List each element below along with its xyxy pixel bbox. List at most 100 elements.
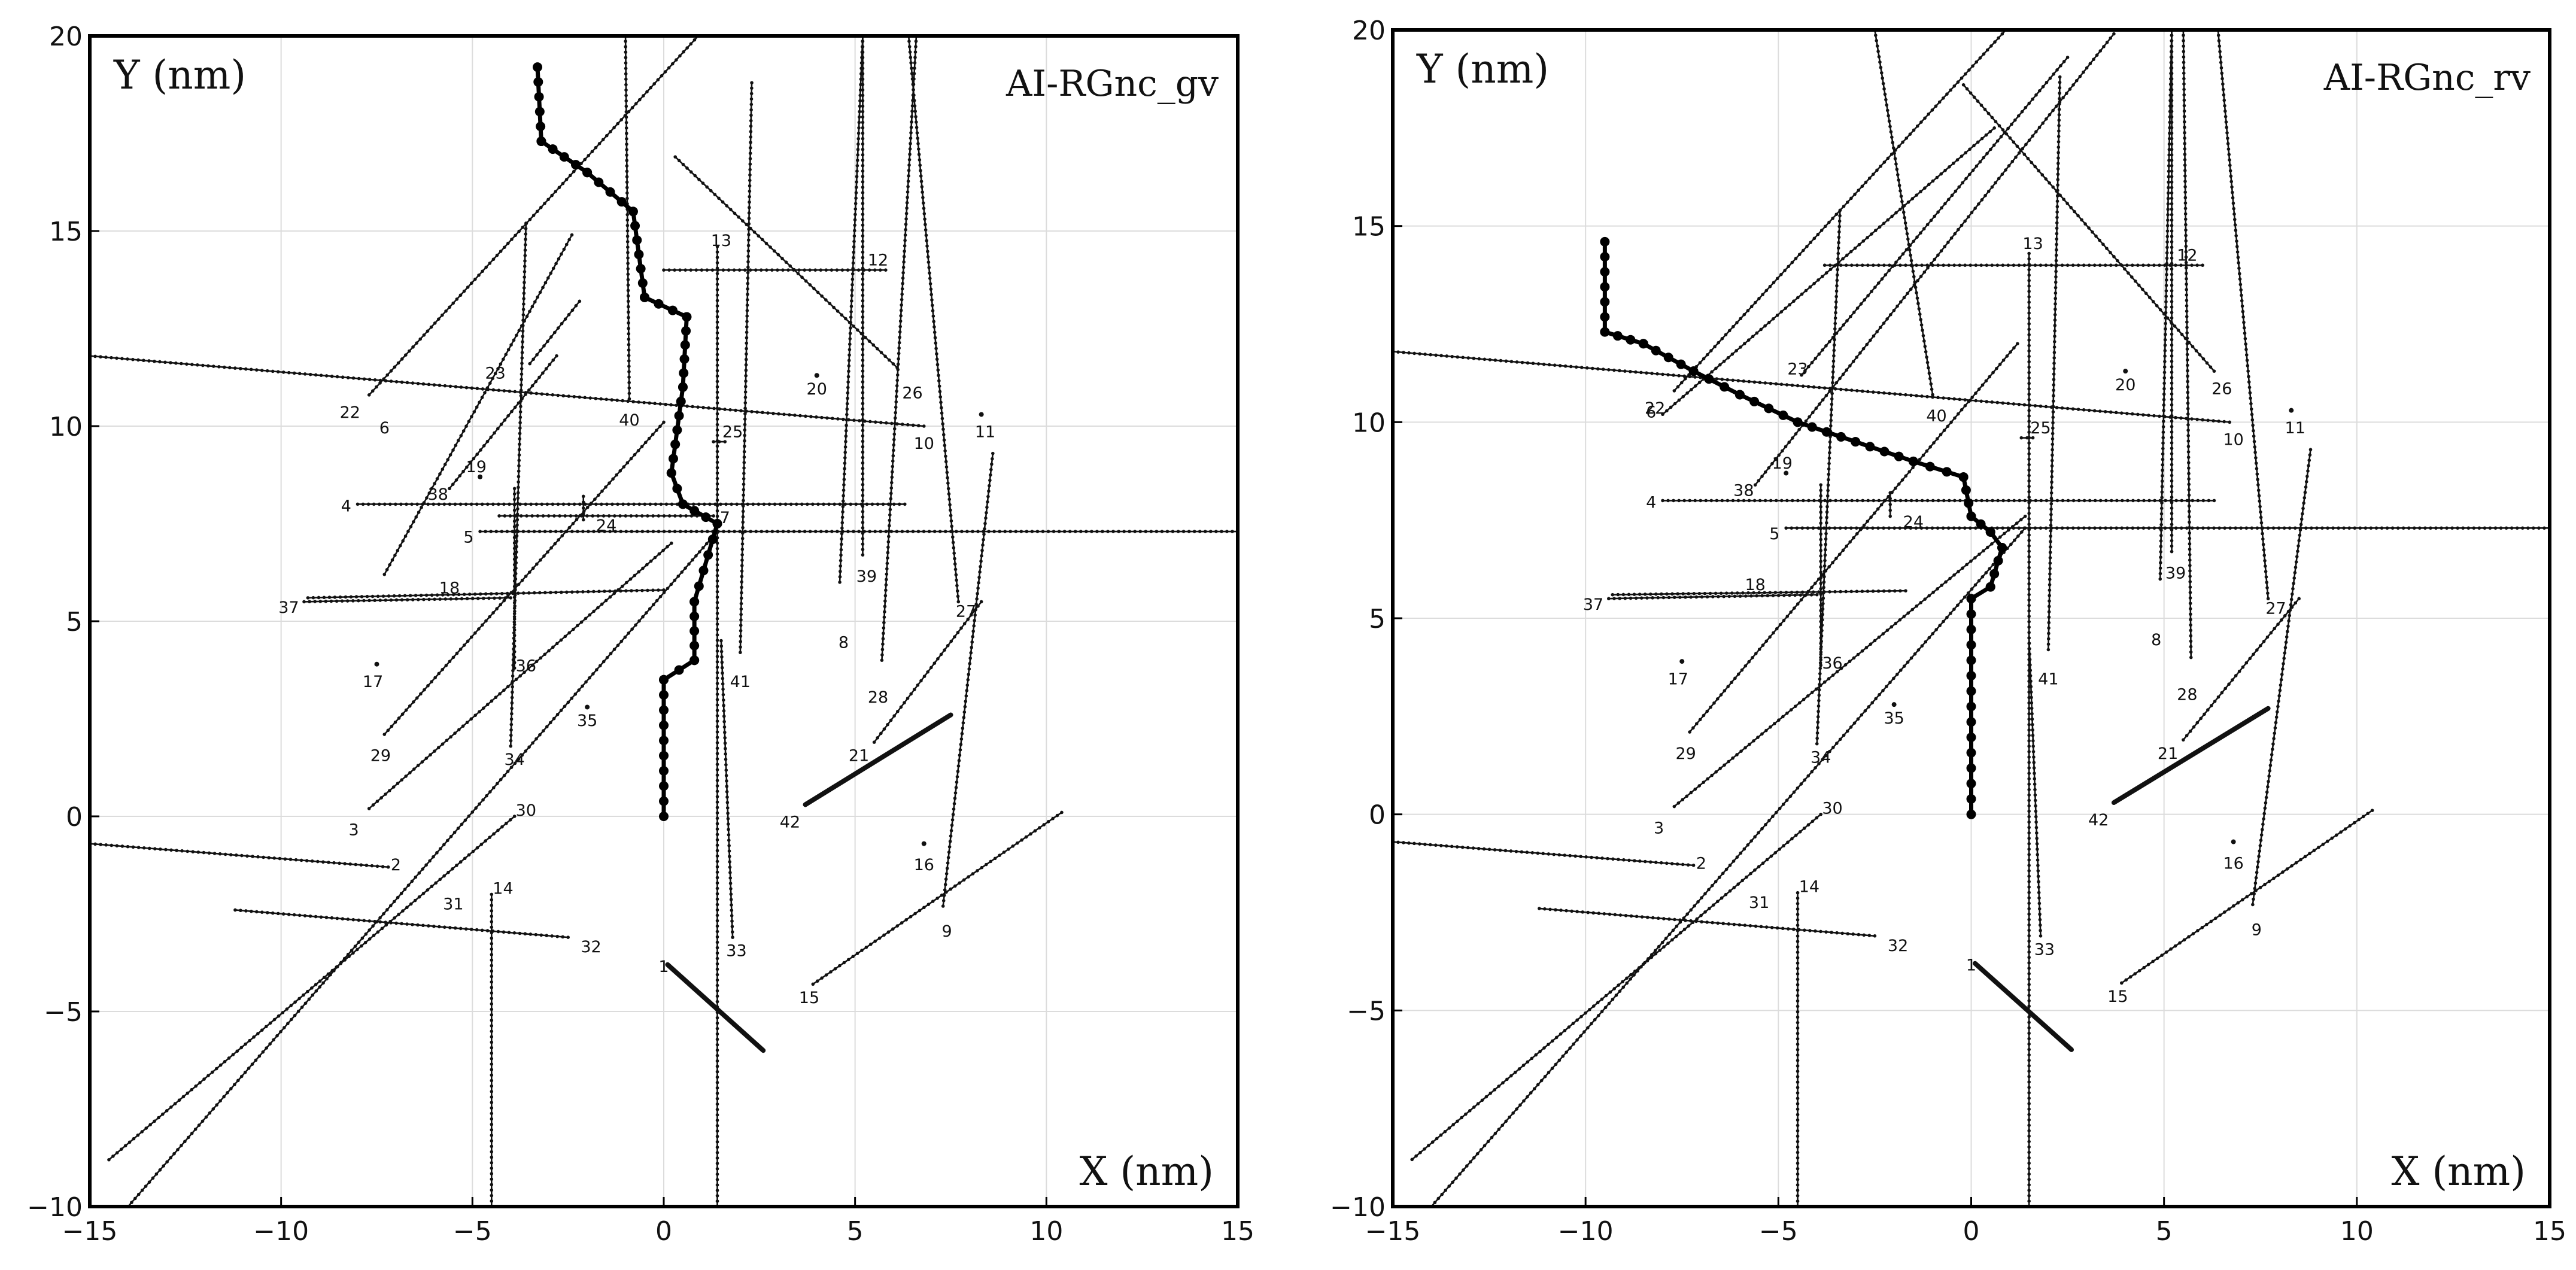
filament-38 (448, 354, 558, 491)
filament-23 (528, 299, 582, 366)
panel-gv: 1234567891011121314151617181920212223242… (27, 22, 1254, 1247)
filament-line (1972, 961, 2074, 1052)
filament-4 (356, 502, 907, 506)
filament-5 (478, 530, 1238, 533)
filament-14 (1796, 891, 1800, 1207)
trajectory-bead (681, 326, 691, 336)
filament-dots (2019, 436, 2035, 440)
y-tick-label: 20 (49, 22, 83, 52)
filament-dots (107, 815, 517, 1162)
filament-label: 42 (780, 813, 800, 832)
trajectory-bead (636, 264, 646, 274)
filament-point (979, 412, 984, 417)
filament-19 (478, 474, 483, 479)
filament-label: 17 (363, 673, 383, 691)
filament-dots (497, 514, 715, 518)
filament-label: 24 (1903, 513, 1924, 531)
trajectory-bead (637, 278, 648, 288)
trajectory-bead (634, 250, 644, 260)
trajectory-bead (1961, 485, 1971, 495)
trajectory-bead (659, 705, 669, 715)
filament-dots (2046, 75, 2062, 652)
trajectory-bead (1720, 382, 1730, 392)
filament-41 (739, 81, 754, 654)
y-tick-label: −10 (1330, 1192, 1386, 1223)
filament-label: 3 (1654, 819, 1664, 837)
filament-label: 30 (516, 801, 536, 820)
filament-label: 16 (914, 856, 934, 874)
filament-label: 24 (596, 516, 616, 535)
filament-dots (1815, 208, 1842, 746)
trajectory-bead (674, 411, 684, 421)
y-tick-label: 15 (1352, 212, 1386, 242)
trajectory-bead (628, 206, 638, 217)
filament-dots (367, 541, 673, 810)
filament-dots (448, 354, 558, 491)
trajectory-bead (1976, 519, 1986, 529)
filament-dots (624, 36, 631, 401)
filament-25 (2019, 436, 2035, 440)
trajectory-bead (1704, 374, 1714, 384)
trajectory-bead (582, 168, 593, 178)
trajectory-bead (1942, 467, 1952, 477)
filament-15 (811, 810, 1064, 986)
filament-label: 32 (1888, 937, 1908, 955)
y-tick-label: 20 (1352, 16, 1386, 46)
filament-dots (2182, 597, 2301, 742)
filament-8 (838, 36, 865, 584)
trajectory-bead (1966, 624, 1976, 634)
trajectory-bead (1612, 331, 1623, 341)
filament-label: 18 (439, 579, 460, 597)
filament-dots (382, 420, 666, 736)
x-tick-label: 5 (847, 1216, 864, 1247)
filament-label: 37 (278, 598, 299, 617)
y-tick-label: 0 (1369, 800, 1386, 831)
filament-label: 20 (2115, 376, 2135, 394)
filament-label: 38 (428, 485, 448, 504)
filament-20 (2123, 369, 2128, 374)
filament-line (1661, 127, 1995, 415)
filament-label: 1 (1966, 956, 1976, 975)
filament-6 (382, 233, 574, 576)
filament-label: 2 (391, 856, 401, 874)
trajectory-bead (1966, 594, 1976, 604)
filament-dots (941, 451, 995, 908)
filament-point (1679, 659, 1685, 664)
filament-label: 33 (2034, 940, 2055, 959)
trajectory-bead (689, 626, 700, 636)
trajectory-bead (682, 312, 692, 322)
trajectory-bead (689, 611, 700, 621)
filament-label: 15 (799, 989, 819, 1007)
filament-36 (512, 487, 517, 670)
filament-13 (715, 245, 719, 1207)
filament-34 (509, 221, 528, 748)
trajectory-bead (1966, 701, 1976, 712)
filament-dots (880, 36, 918, 662)
trajectory-bead (630, 221, 640, 231)
trajectory-bead (1966, 763, 1976, 773)
trajectory-bead (1966, 670, 1976, 680)
filament-20 (814, 373, 819, 378)
filament-30 (107, 815, 517, 1162)
filament-10 (1393, 350, 2232, 424)
filament-dots (528, 299, 582, 366)
filament-31 (1429, 526, 2027, 1207)
filament-label: 3 (349, 821, 359, 840)
trajectory-bead (1600, 312, 1610, 322)
trajectory-bead (694, 581, 704, 591)
filament-3 (367, 541, 673, 810)
filament-label: 23 (1787, 360, 1808, 379)
filament-16 (921, 841, 926, 846)
filament-26 (1961, 83, 2216, 373)
filament-11 (979, 412, 984, 417)
trajectory-bead (670, 439, 681, 449)
filament-31 (126, 530, 719, 1207)
y-axis-label: Y (nm) (113, 52, 246, 98)
filament-label: 42 (2088, 811, 2109, 830)
filament-label: 8 (2151, 631, 2161, 649)
filament-dots (673, 155, 899, 369)
trajectory-bead (1764, 403, 1774, 414)
trajectory-bead (659, 720, 669, 730)
trajectory-bead (1966, 732, 1976, 742)
filament-label: 29 (1676, 745, 1696, 763)
